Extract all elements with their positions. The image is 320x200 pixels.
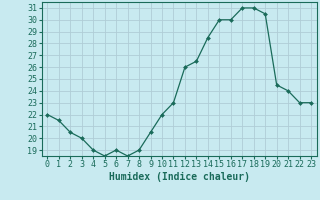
X-axis label: Humidex (Indice chaleur): Humidex (Indice chaleur) bbox=[109, 172, 250, 182]
